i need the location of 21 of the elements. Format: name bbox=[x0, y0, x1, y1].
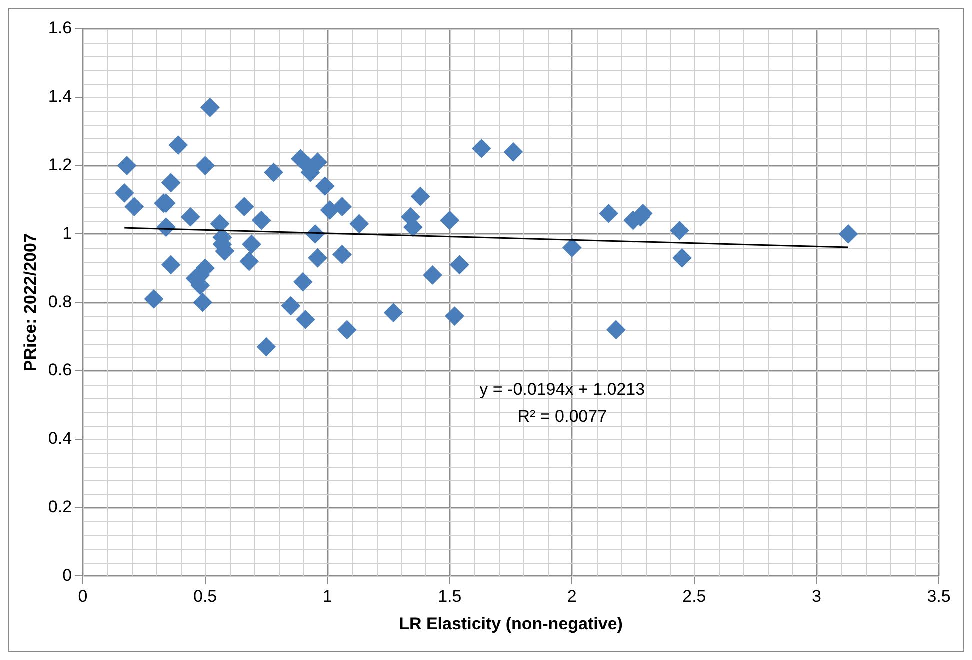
x-tick-label: 3 bbox=[812, 587, 822, 606]
y-tick-label: 1.6 bbox=[48, 18, 72, 38]
x-tick-label: 2 bbox=[567, 587, 577, 606]
y-tick-label: 0.8 bbox=[48, 292, 72, 312]
x-tick-label: 0 bbox=[78, 587, 88, 606]
y-tick-label: 0.2 bbox=[48, 497, 72, 516]
y-tick-label: 0 bbox=[62, 566, 72, 585]
y-tick-label: 1.4 bbox=[48, 87, 72, 106]
y-axis-title: PRice: 2022/2007 bbox=[20, 234, 40, 372]
x-tick-label: 0.5 bbox=[193, 587, 218, 606]
x-axis-title: LR Elasticity (non-negative) bbox=[399, 614, 623, 634]
x-tick-label: 1.5 bbox=[438, 587, 462, 606]
x-tick-label: 1 bbox=[322, 587, 332, 606]
x-tick-label: 2.5 bbox=[682, 587, 706, 606]
y-tick-label: 0.4 bbox=[48, 429, 72, 448]
x-tick-label: 3.5 bbox=[927, 587, 951, 606]
y-tick-label: 0.6 bbox=[48, 360, 72, 380]
annotation: y = -0.0194x + 1.0213 bbox=[480, 380, 646, 399]
y-tick-label: 1 bbox=[62, 224, 72, 243]
annotation: R² = 0.0077 bbox=[518, 406, 608, 426]
y-tick-label: 1.2 bbox=[48, 155, 72, 174]
